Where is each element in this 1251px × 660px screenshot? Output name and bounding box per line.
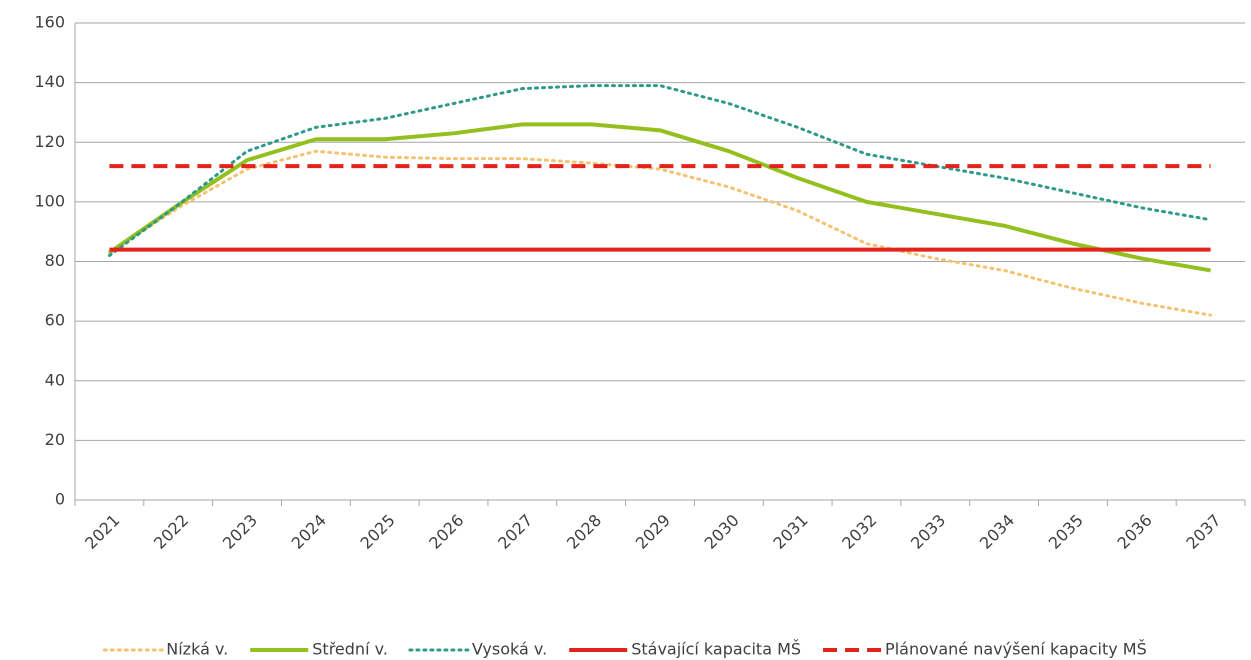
y-tick-label: 20 [45, 430, 65, 449]
series-line [107, 84, 1213, 258]
x-tick-label: 2033 [907, 511, 949, 553]
y-tick-label: 80 [45, 251, 65, 270]
x-tick-label: 2021 [81, 511, 123, 553]
x-tick-label: 2032 [838, 511, 880, 553]
series-line [107, 149, 1213, 317]
x-tick-label: 2034 [976, 511, 1018, 553]
x-tick-label: 2031 [769, 511, 811, 553]
y-tick-label: 60 [45, 311, 65, 330]
legend: Nízká v. Střední v. Vysoká v. Stávající kap… [102, 640, 1147, 659]
legend-label: Stávající kapacita MŠ [631, 640, 801, 659]
x-tick-label: 2024 [288, 511, 330, 553]
series-line [108, 122, 1211, 273]
x-tick-label: 2028 [563, 511, 605, 553]
x-tick-label: 2036 [1114, 511, 1156, 553]
y-tick-label: 40 [45, 370, 65, 389]
y-tick-label: 160 [34, 13, 65, 32]
x-tick-label: 2022 [150, 511, 192, 553]
x-tick-label: 2025 [356, 511, 398, 553]
y-tick-label: 100 [34, 191, 65, 210]
y-tick-label: 140 [34, 72, 65, 91]
legend-label: Vysoká v. [472, 640, 547, 659]
legend-label: Plánované navýšení kapacity MŠ [885, 640, 1147, 659]
x-tick-label: 2035 [1045, 511, 1087, 553]
x-tick-label: 2037 [1182, 511, 1224, 553]
x-tick-label: 2026 [425, 511, 467, 553]
x-tick-label: 2027 [494, 511, 536, 553]
y-tick-label: 120 [34, 132, 65, 151]
legend-label: Střední v. [312, 640, 388, 659]
legend-label: Nízká v. [166, 640, 228, 659]
x-tick-label: 2023 [219, 511, 261, 553]
x-tick-label: 2030 [701, 511, 743, 553]
x-tick-label: 2029 [632, 511, 674, 553]
y-tick-label: 0 [55, 490, 65, 509]
